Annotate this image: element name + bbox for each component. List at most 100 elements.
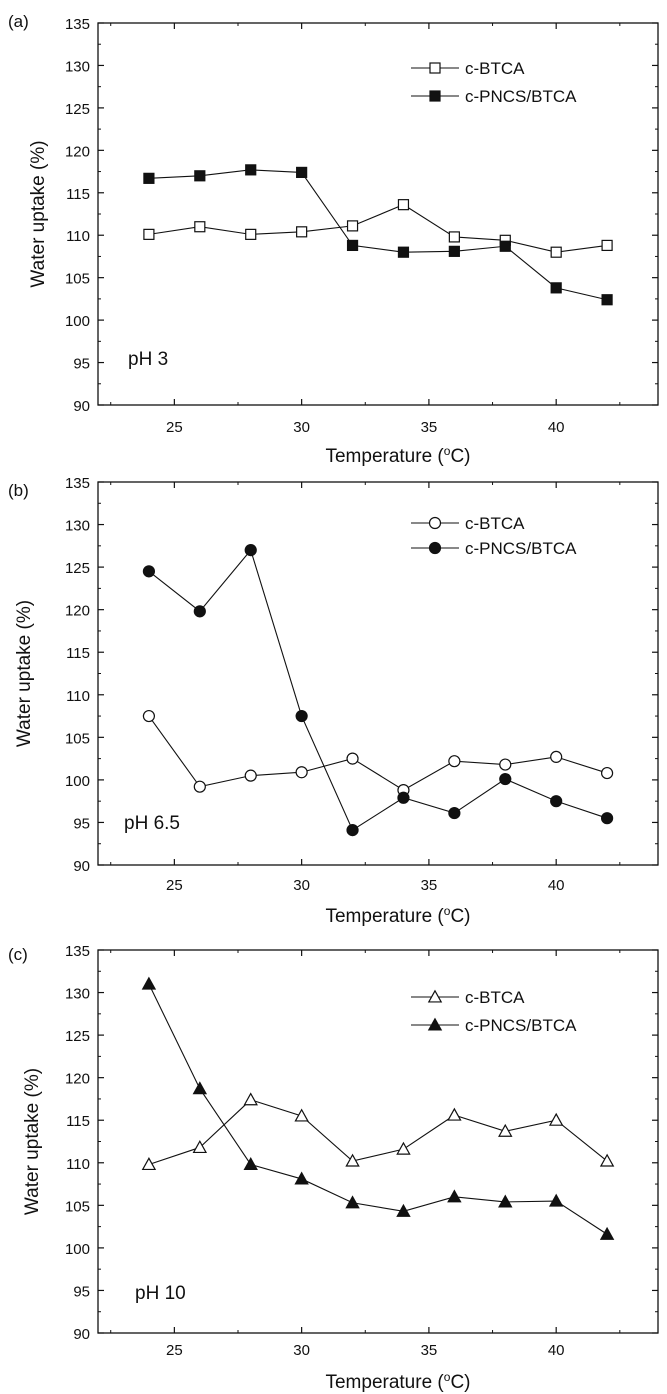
y-tick-label: 115 (66, 186, 90, 203)
y-tick-label: 120 (65, 143, 90, 160)
data-point (499, 240, 511, 252)
data-point (397, 199, 410, 211)
data-point (600, 766, 614, 780)
data-point (601, 294, 613, 306)
y-tick-label: 125 (65, 1028, 90, 1045)
x-axis-label: Temperature (oC) (325, 904, 470, 927)
y-axis-label: Water uptake (%) (14, 600, 35, 747)
data-point (499, 758, 512, 771)
y-tick-label: 105 (65, 271, 90, 288)
data-point (550, 246, 562, 258)
y-tick-label: 135 (65, 16, 90, 33)
series-line (148, 715, 608, 791)
data-point (295, 709, 308, 723)
x-tick-label: 40 (548, 877, 565, 894)
series-filled (142, 543, 614, 837)
x-tick-label: 30 (293, 419, 310, 436)
data-point (447, 1107, 462, 1121)
panel-label: (b) (8, 481, 29, 500)
y-tick-label: 110 (66, 228, 90, 245)
data-point (345, 1195, 360, 1209)
legend-label: c-PNCS/BTCA (465, 87, 577, 106)
data-point (599, 1153, 615, 1167)
data-point (397, 246, 410, 258)
data-point (141, 976, 157, 990)
data-point (396, 1203, 411, 1217)
series-open (142, 709, 614, 797)
y-tick-label: 95 (73, 356, 90, 373)
data-point (346, 824, 359, 837)
x-axis-label: Temperature (oC) (325, 1370, 470, 1393)
data-point (499, 772, 512, 786)
x-tick-label: 35 (421, 877, 438, 894)
y-tick-label: 115 (66, 645, 90, 662)
y-tick-label: 130 (65, 986, 90, 1003)
panel-label: (a) (8, 12, 29, 31)
chart-panel-2: (c) 90 95 100 105 110 115 120 125 130 135 25 30 35 40 T… (8, 943, 659, 1393)
data-point (194, 170, 206, 182)
y-tick-label: 105 (65, 730, 90, 747)
series-filled (143, 164, 613, 306)
data-point (294, 1108, 309, 1122)
legend-entry: c-BTCA (411, 59, 525, 78)
data-point (346, 239, 359, 252)
data-point (143, 228, 155, 240)
y-tick-label: 100 (65, 773, 90, 790)
data-point (141, 1157, 157, 1171)
x-tick-label: 30 (293, 877, 310, 894)
y-tick-label: 125 (65, 560, 90, 577)
y-tick-label: 130 (65, 58, 90, 75)
y-tick-label: 90 (73, 398, 90, 415)
x-tick-label: 35 (421, 419, 438, 436)
legend-label: c-PNCS/BTCA (465, 539, 577, 558)
data-point (448, 245, 460, 257)
legend-marker (428, 541, 442, 555)
plot-frame (97, 949, 659, 1334)
x-tick-label: 25 (166, 1342, 183, 1359)
data-point (345, 1153, 360, 1167)
data-point (193, 605, 206, 618)
data-point (296, 226, 308, 238)
legend-entry: c-BTCA (411, 514, 525, 533)
y-tick-label: 115 (66, 1113, 90, 1130)
y-tick-label: 110 (66, 1156, 90, 1173)
data-point (142, 709, 156, 723)
y-axis-label: Water uptake (%) (22, 1068, 43, 1215)
y-tick-label: 130 (65, 518, 90, 535)
panel-label: (c) (8, 945, 28, 964)
series-open (143, 199, 613, 258)
data-point (599, 1226, 615, 1240)
data-point (448, 806, 461, 820)
x-axis-label: Temperature (oC) (325, 444, 470, 467)
y-tick-label: 120 (65, 603, 90, 620)
plot-frame (97, 22, 659, 406)
legend-marker (429, 90, 441, 102)
ph-annotation: pH 3 (128, 349, 168, 370)
legend-entry: c-PNCS/BTCA (411, 1016, 577, 1035)
x-tick-label: 25 (166, 419, 183, 436)
y-tick-label: 105 (65, 1198, 90, 1215)
series-open (141, 1092, 615, 1171)
data-point (600, 812, 614, 825)
series-line (148, 169, 608, 301)
y-tick-label: 100 (65, 313, 90, 330)
series-line (148, 983, 608, 1235)
x-tick-label: 35 (421, 1342, 438, 1359)
x-tick-label: 25 (166, 877, 183, 894)
data-point (396, 1141, 411, 1155)
data-point (142, 565, 156, 578)
data-point (245, 228, 257, 240)
x-tick-label: 30 (293, 1342, 310, 1359)
y-tick-label: 90 (73, 858, 90, 875)
legend-label: c-BTCA (465, 59, 525, 78)
data-point (601, 239, 613, 252)
data-point (448, 755, 461, 768)
y-tick-label: 125 (65, 101, 90, 118)
legend-marker (429, 62, 441, 74)
legend-entry: c-BTCA (411, 988, 525, 1007)
data-point (550, 795, 563, 808)
ph-annotation: pH 6.5 (124, 813, 180, 834)
y-tick-label: 120 (65, 1071, 90, 1088)
series-line (148, 548, 608, 831)
